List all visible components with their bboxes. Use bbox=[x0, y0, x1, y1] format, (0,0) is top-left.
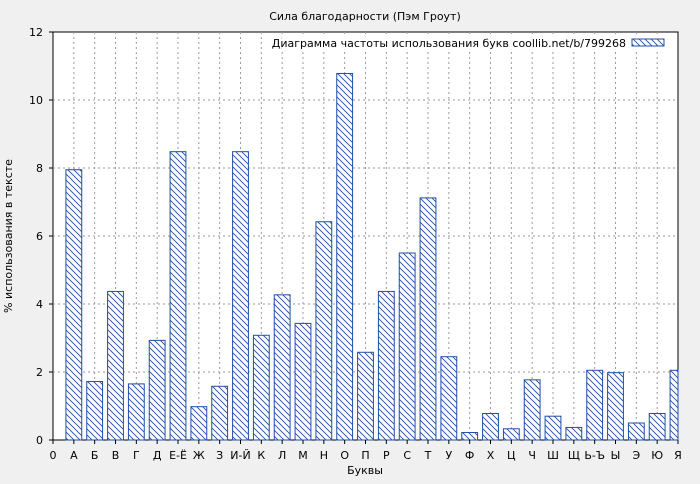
x-tick-label: Д bbox=[153, 449, 162, 462]
bar-И-Й bbox=[232, 151, 249, 441]
y-tick-label: 10 bbox=[29, 94, 43, 107]
y-tick-label: 4 bbox=[36, 298, 43, 311]
x-tick-label: Ж bbox=[193, 449, 205, 462]
bar-Б bbox=[86, 381, 104, 441]
y-axis-label: % использования в тексте bbox=[2, 159, 15, 313]
y-tick-label: 0 bbox=[36, 434, 43, 447]
x-tick-label: Г bbox=[133, 449, 140, 462]
legend-background bbox=[282, 36, 672, 52]
x-tick-label: Е-Ё bbox=[169, 449, 187, 462]
x-tick-label: Я bbox=[674, 449, 682, 462]
y-tick-label: 6 bbox=[36, 230, 43, 243]
bar-В bbox=[107, 290, 124, 441]
x-tick-label: Б bbox=[91, 449, 99, 462]
legend-swatch bbox=[631, 38, 665, 47]
bar-Ч bbox=[523, 379, 541, 441]
bar-П bbox=[357, 351, 374, 441]
x-tick-label: Ф bbox=[465, 449, 474, 462]
legend: Диаграмма частоты использования букв coo… bbox=[272, 36, 672, 52]
x-tick-label: О bbox=[340, 449, 349, 462]
x-tick-label: С bbox=[403, 449, 411, 462]
bar-Р bbox=[377, 290, 395, 441]
x-tick-label: Ь-Ъ bbox=[584, 449, 605, 462]
x-tick-label: Т bbox=[424, 449, 432, 462]
bar-А bbox=[65, 169, 83, 441]
y-axis: 0 2 4 6 8 10 12 bbox=[29, 26, 53, 447]
bar-Ы bbox=[607, 372, 624, 441]
x-tick-label: Ю bbox=[651, 449, 663, 462]
bar-Л bbox=[273, 294, 291, 441]
bar-Э bbox=[627, 422, 645, 441]
x-tick-label: П bbox=[361, 449, 369, 462]
bar-О bbox=[336, 72, 354, 441]
bar-Н bbox=[315, 221, 333, 441]
y-tick-label: 8 bbox=[36, 162, 43, 175]
bar-М bbox=[294, 322, 312, 441]
x-tick-label: Щ bbox=[568, 449, 580, 462]
bar-З bbox=[211, 385, 229, 441]
y-tick-label: 2 bbox=[36, 366, 43, 379]
bar-Д bbox=[148, 339, 166, 441]
bar-Ю bbox=[648, 412, 666, 441]
x-tick-label: Р bbox=[383, 449, 390, 462]
bars bbox=[65, 72, 679, 441]
x-tick-label: М bbox=[298, 449, 308, 462]
bar-Ф bbox=[461, 432, 479, 441]
bar-Ь-Ъ bbox=[586, 369, 604, 441]
x-tick-label: К bbox=[257, 449, 265, 462]
x-tick-label: 0 bbox=[50, 449, 57, 462]
x-tick-label: В bbox=[112, 449, 120, 462]
bar-Г bbox=[127, 383, 145, 441]
x-tick-label: У bbox=[445, 449, 452, 462]
bar-У bbox=[440, 356, 458, 441]
x-tick-label: Ы bbox=[611, 449, 621, 462]
x-tick-label: Л bbox=[278, 449, 286, 462]
chart-title: Сила благодарности (Пэм Гроут) bbox=[269, 10, 461, 23]
y-tick-label: 12 bbox=[29, 26, 43, 39]
x-tick-label: З bbox=[216, 449, 223, 462]
bar-Ж bbox=[190, 406, 208, 441]
bar-Щ bbox=[565, 426, 583, 441]
x-tick-label: Э bbox=[632, 449, 640, 462]
bar-Х bbox=[482, 412, 499, 441]
x-tick-label: Ц bbox=[507, 449, 516, 462]
bar-К bbox=[252, 334, 270, 441]
x-tick-label: А bbox=[70, 449, 78, 462]
x-tick-label: Н bbox=[320, 449, 328, 462]
bar-Я bbox=[669, 369, 679, 441]
x-tick-label: Ч bbox=[528, 449, 536, 462]
x-tick-label: Ш bbox=[547, 449, 559, 462]
legend-label: Диаграмма частоты использования букв coo… bbox=[272, 37, 626, 50]
x-tick-label: Х bbox=[487, 449, 495, 462]
x-tick-label: И-Й bbox=[230, 449, 250, 462]
bar-Е-Ё bbox=[169, 151, 187, 441]
x-axis: 0 А Б В Г Д Е-Ё Ж З И-Й К Л М Н О П Р С Т У Ф Х Ц Ч Ш Щ Ь-Ъ Ы Э Ю Я bbox=[50, 440, 682, 462]
x-axis-label: Буквы bbox=[347, 464, 383, 477]
bar-Т bbox=[419, 197, 437, 441]
bar-Ц bbox=[502, 428, 520, 441]
bar-С bbox=[398, 252, 416, 441]
bar-Ш bbox=[544, 415, 562, 441]
